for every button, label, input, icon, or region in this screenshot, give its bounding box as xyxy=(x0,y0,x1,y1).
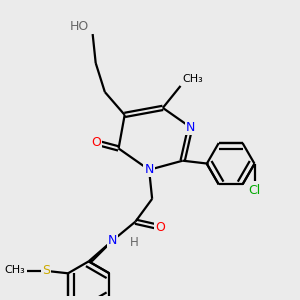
Text: CH₃: CH₃ xyxy=(182,74,203,84)
Text: O: O xyxy=(91,136,100,149)
Text: S: S xyxy=(42,264,50,278)
Text: CH₃: CH₃ xyxy=(5,265,26,275)
Text: Cl: Cl xyxy=(248,184,261,197)
Text: H: H xyxy=(130,236,139,249)
Text: N: N xyxy=(186,121,195,134)
Text: N: N xyxy=(108,234,117,247)
Text: O: O xyxy=(155,221,165,234)
Text: HO: HO xyxy=(69,20,88,32)
Text: N: N xyxy=(144,163,154,176)
